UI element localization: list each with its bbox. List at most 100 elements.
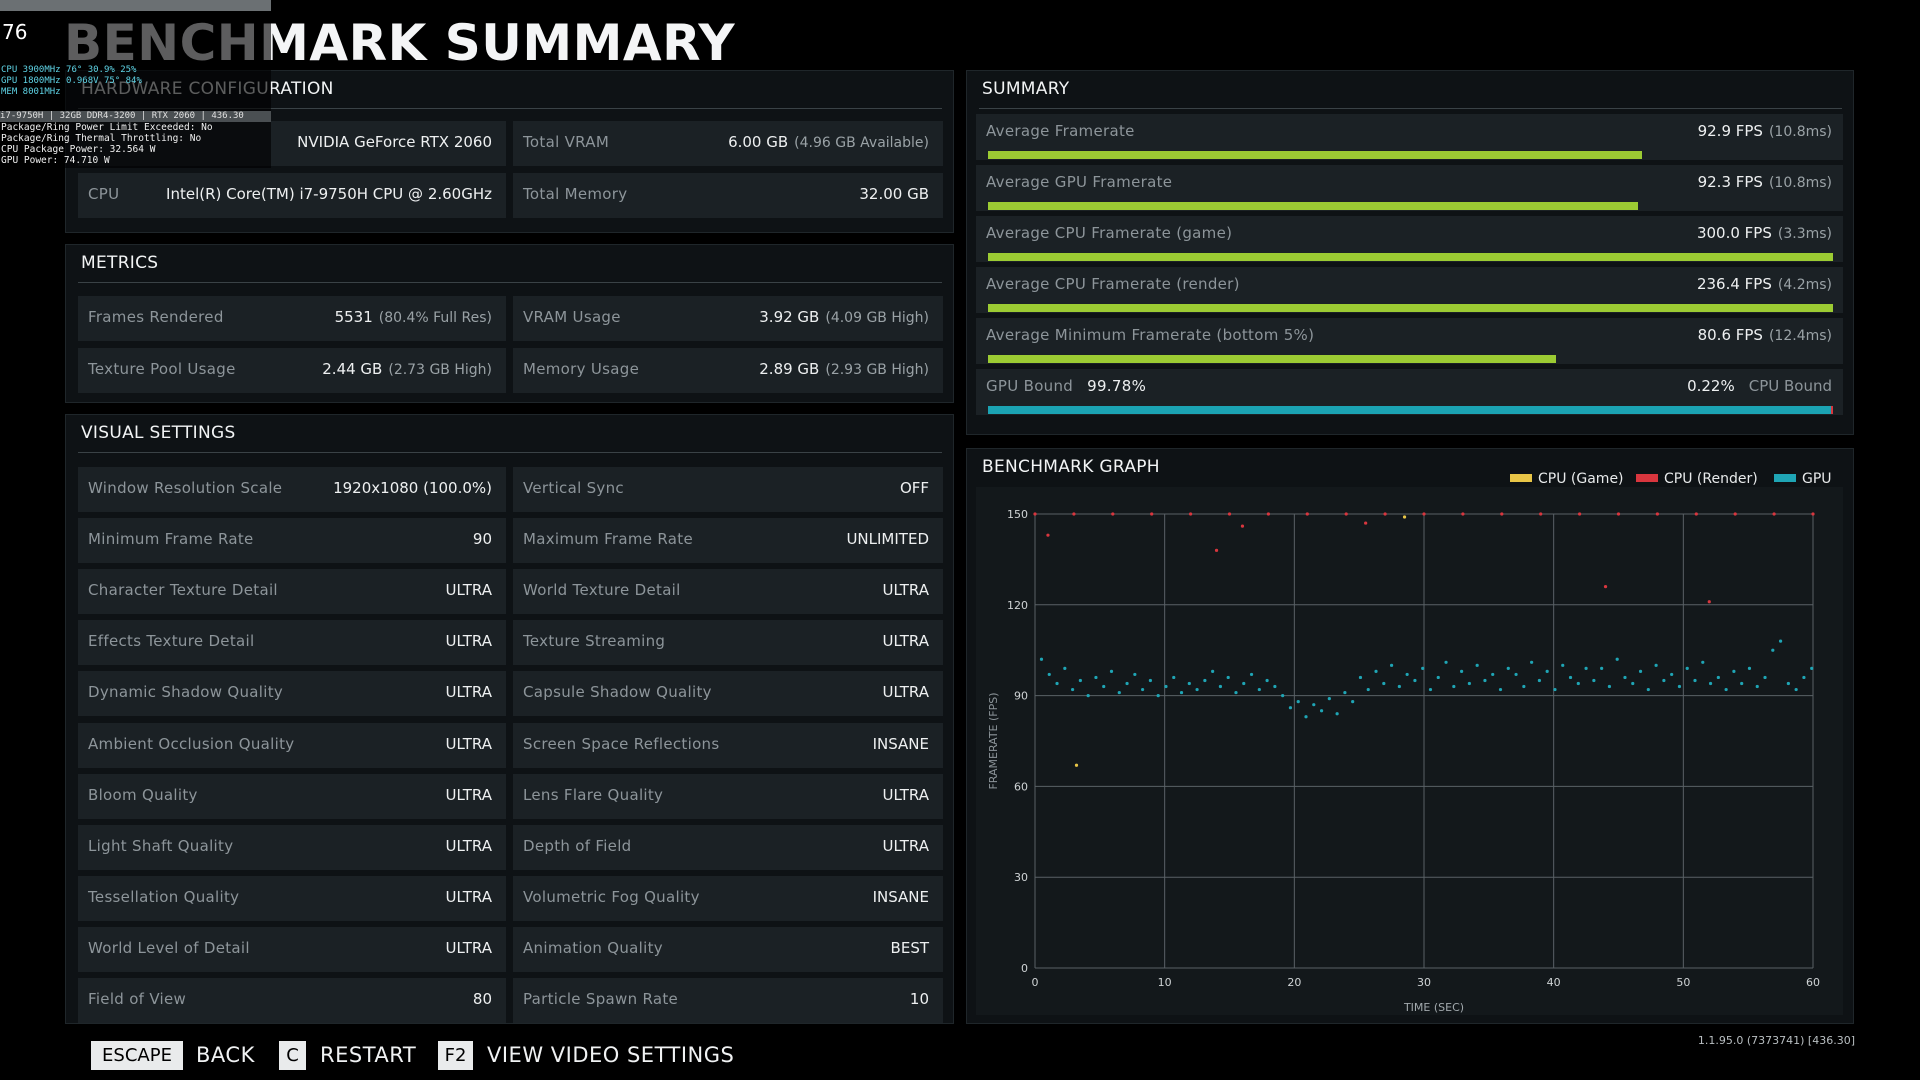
graph-area [976,487,1843,1015]
setting-label: Bloom Quality [88,785,198,804]
setting-value: Intel(R) Core(TM) i7-9750H CPU @ 2.60GHz [166,185,492,203]
data-point [1514,672,1518,677]
data-point [1266,512,1270,516]
setting-note: (4.96 GB Available) [794,135,929,151]
setting-value-group: OFF [900,479,929,497]
data-point [1561,663,1565,667]
data-point [1179,690,1184,695]
setting-value: ULTRA [445,785,492,804]
setting-row: World Texture Detail ULTRA [513,569,943,615]
setting-label: Capsule Shadow Quality [523,683,712,702]
data-point [1351,700,1355,704]
osd-line: GPU 1800MHz 0.968V 75° 84% [1,76,142,86]
data-point [1732,669,1736,673]
key-action[interactable]: VIEW VIDEO SETTINGS [487,1043,735,1067]
key-action[interactable]: RESTART [320,1043,417,1067]
data-point [1747,666,1752,670]
data-point [1733,512,1737,516]
key-cap[interactable]: C [279,1041,306,1070]
data-point [1335,712,1339,716]
data-point [1811,512,1815,516]
setting-value-group: 2.89 GB (2.93 GB High) [759,360,929,378]
benchmark-graph: 0 30 60 90 120 150 0 10 20 30 40 50 60 FRAMERATE (FPS… [976,471,1843,1015]
panel-divider [78,452,942,453]
summary-value: 92.3 FPS [1697,173,1763,191]
summary-ms: (12.4ms) [1768,328,1832,344]
data-point [1242,681,1246,686]
summary-ms: (10.8ms) [1768,175,1832,191]
setting-value: ULTRA [445,683,492,702]
setting-label: Minimum Frame Rate [88,530,254,549]
key-cap[interactable]: ESCAPE [91,1041,183,1070]
x-axis-title: TIME (SEC) [1403,1001,1464,1014]
data-point [1214,548,1219,552]
setting-label: Vertical Sync [523,479,624,497]
setting-label: World Texture Detail [523,581,681,600]
panel-title: SUMMARY [982,79,1070,99]
panel-divider [78,282,942,283]
data-point [1530,660,1534,664]
summary-label: Average GPU Framerate [986,173,1173,191]
setting-value-group: ULTRA [445,683,492,701]
data-point [1211,669,1215,673]
summary-label: Average Framerate [986,122,1135,140]
data-point [1802,675,1806,680]
setting-row: Character Texture Detail ULTRA [78,569,506,615]
gpu-bound-bar [988,406,1832,414]
data-point [1358,675,1363,680]
setting-value-group: Intel(R) Core(TM) i7-9750H CPU @ 2.60GHz [166,185,492,203]
data-point [1033,512,1037,516]
setting-value-group: 90 [473,530,492,548]
data-point [1755,684,1759,689]
setting-value-group: ULTRA [882,683,929,701]
setting-value-group: 2.44 GB (2.73 GB High) [322,360,492,378]
data-point [1344,512,1348,516]
data-point [1343,690,1347,695]
setting-row: Minimum Frame Rate 90 [78,518,506,564]
summary-value: 80.6 FPS [1697,326,1763,344]
setting-value-group: 32.00 GB [859,185,929,203]
data-point [1249,672,1254,677]
setting-row: Ambient Occlusion Quality ULTRA [78,722,506,768]
data-point [1218,684,1223,689]
data-point [1109,669,1114,673]
legend-label: GPU [1802,471,1832,487]
data-point [1148,678,1153,683]
setting-value-group: 5531 (80.4% Full Res) [335,308,492,326]
summary-value-group: 300.0 FPS (3.3ms) [1697,224,1832,242]
data-point [1257,687,1261,692]
data-point [1071,687,1075,692]
data-point [1436,675,1440,680]
setting-row: Vertical Sync OFF [513,467,943,512]
summary-bar [988,253,1833,261]
setting-value: 10 [909,990,929,1008]
bound-row: GPU Bound 99.78% 0.22% CPU Bound [976,369,1843,415]
setting-value: ULTRA [882,836,929,855]
data-point [1072,512,1076,516]
data-point [1074,763,1079,767]
setting-label: Texture Pool Usage [88,360,236,378]
data-point [1117,690,1121,695]
data-point [1701,660,1705,664]
summary-row: Average Framerate 92.9 FPS (10.8ms) [976,114,1843,160]
setting-value: 80 [472,990,492,1008]
legend-label: CPU (Render) [1664,471,1758,487]
panel-title: METRICS [81,253,159,273]
data-point [1498,687,1503,692]
visual-settings-panel: VISUAL SETTINGS [65,414,954,1024]
data-point [1150,512,1154,516]
setting-value-group: BEST [891,939,929,957]
data-point [1708,681,1713,686]
data-point [1226,675,1230,680]
setting-value: BEST [890,938,929,957]
x-tick-label: 10 [1158,976,1172,989]
y-tick-label: 150 [1007,508,1028,521]
key-action[interactable]: BACK [196,1043,255,1067]
summary-row: Average GPU Framerate 92.3 FPS (10.8ms) [976,165,1843,211]
setting-label: Frames Rendered [88,308,224,326]
data-point [1724,687,1728,692]
key-cap[interactable]: F2 [438,1041,473,1070]
data-point [1786,681,1790,686]
setting-row: Window Resolution Scale 1920x1080 (100.0%… [78,467,506,512]
setting-row: Maximum Frame Rate UNLIMITED [513,518,943,564]
